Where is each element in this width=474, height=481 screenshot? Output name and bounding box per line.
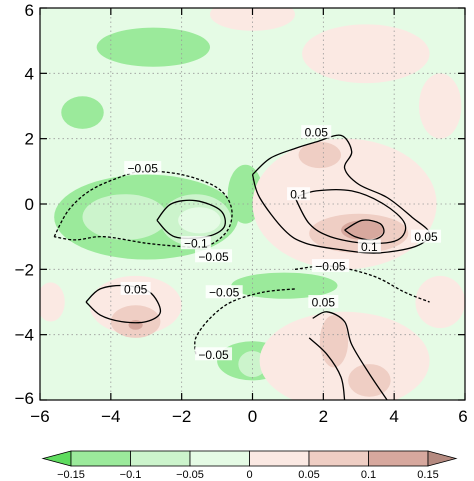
shaded-region-23: [415, 275, 465, 329]
contour-labels: 0.05−0.050.1−0.1−0.050.10.05−0.050.05 −0.…: [120, 125, 442, 362]
y-tick-label-3: 0: [25, 195, 34, 214]
colorbar-segment-2: [130, 450, 191, 467]
colorbar-label-3: 0: [246, 469, 252, 481]
contour-lines: [53, 134, 431, 400]
contour-line-8: [312, 311, 388, 400]
contour-label-bg-9: [205, 285, 243, 299]
y-tick-label-2: −2: [15, 260, 34, 279]
contour-line-3: [53, 170, 233, 249]
colorbar-label-5: 0.1: [361, 469, 376, 481]
x-tick-label-4: 2: [319, 407, 328, 426]
shaded-region-22: [348, 364, 391, 397]
x-tick-label-0: −6: [30, 407, 49, 426]
contour-line-0: [251, 134, 431, 254]
shaded-region-0: [96, 27, 210, 67]
y-tick-label-0: −6: [15, 389, 34, 408]
shaded-region-16: [341, 220, 384, 240]
contour-label-8: 0.05: [124, 282, 148, 296]
shaded-region-1: [61, 96, 104, 129]
contour-label-11: −0.05: [198, 348, 229, 362]
x-tick-label-5: 4: [389, 407, 398, 426]
shaded-region-24: [40, 282, 65, 322]
contour-label-0: 0.05: [305, 126, 329, 140]
y-tick-label-5: 4: [25, 64, 34, 83]
x-axis-ticks: −6 −4 −2 0 2 4 6: [30, 8, 468, 426]
colorbar-label-2: −0.05: [176, 469, 204, 481]
colorbar: −0.15 −0.1 −0.05 0 0.05 0.1 0.15: [41, 450, 458, 481]
contour-label-5: 0.1: [361, 240, 378, 254]
contour-label-1: −0.05: [128, 162, 159, 176]
shaded-region-10: [210, 8, 295, 31]
shaded-region-12: [418, 73, 462, 139]
contour-label-bg-8: [120, 281, 151, 295]
shaded-region-14: [298, 141, 342, 169]
contour-label-bg-7: [311, 259, 349, 273]
contour-line-4: [156, 199, 226, 239]
contour-line-9: [308, 337, 346, 400]
shaded-region-19: [128, 319, 143, 330]
shaded-region-3: [82, 194, 168, 240]
shaded-region-11: [302, 24, 430, 84]
contour-label-bg-1: [124, 161, 162, 175]
contour-line-1: [294, 189, 407, 245]
contour-label-bg-0: [301, 125, 332, 139]
y-axis-ticks: −6 −4 −2 0 2 4 6: [15, 1, 465, 408]
shaded-region-9: [231, 272, 338, 299]
contour-label-bg-10: [308, 295, 339, 308]
x-tick-label-1: −4: [101, 407, 120, 426]
contour-label-bg-6: [411, 229, 442, 243]
shaded-region-5: [178, 207, 221, 234]
colorbar-segment-7: [427, 450, 458, 467]
contour-label-bg-11: [195, 347, 233, 361]
colorbar-segment-0: [41, 450, 72, 467]
colorbar-label-4: 0.05: [298, 469, 319, 481]
colorbar-segment-5: [308, 450, 369, 467]
contour-line-5: [85, 284, 162, 324]
y-tick-label-1: −4: [15, 326, 34, 345]
contour-label-7: −0.05: [315, 260, 346, 274]
contour-label-bg-5: [357, 239, 381, 253]
y-tick-label-6: 6: [25, 1, 34, 20]
x-tick-label-2: −2: [172, 407, 191, 426]
contour-line-2: [344, 219, 385, 241]
colorbar-label-6: 0.15: [417, 469, 438, 481]
colorbar-label-0: −0.15: [57, 469, 85, 481]
shaded-field: [40, 8, 465, 400]
x-tick-label-3: 0: [248, 407, 257, 426]
grid-lines: [40, 8, 465, 400]
contour-label-4: −0.05: [198, 250, 229, 264]
contour-label-2: 0.1: [290, 188, 307, 202]
colorbar-segment-6: [368, 450, 429, 467]
contour-label-bg-3: [180, 236, 211, 250]
contour-label-6: 0.05: [414, 230, 438, 244]
contour-label-9: −0.05: [209, 286, 240, 300]
contour-label-bg-2: [287, 187, 311, 201]
colorbar-segment-3: [189, 450, 250, 467]
colorbar-label-1: −0.1: [120, 469, 142, 481]
colorbar-segment-4: [249, 450, 310, 467]
contour-label-10: 0.05: [312, 296, 336, 310]
contour-label-3: −0.1: [184, 237, 208, 251]
y-tick-label-4: 2: [25, 130, 34, 149]
contour-label-bg-4: [195, 249, 233, 263]
x-tick-label-6: 6: [458, 407, 467, 426]
shaded-region-21: [319, 315, 349, 368]
colorbar-segment-1: [70, 450, 131, 467]
